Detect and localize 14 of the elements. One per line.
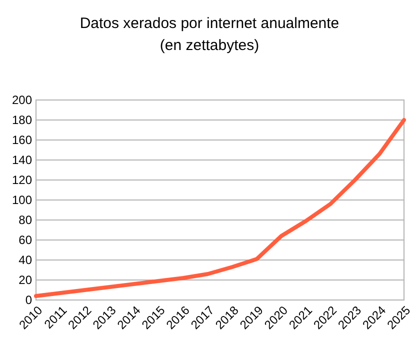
y-tick-label: 180 xyxy=(12,113,32,128)
y-tick-label: 100 xyxy=(12,193,32,208)
y-tick-label: 200 xyxy=(12,93,32,108)
chart-subtitle: (en zettabytes) xyxy=(160,37,260,54)
y-tick-label: 140 xyxy=(12,153,32,168)
y-tick-label: 120 xyxy=(12,173,32,188)
y-tick-label: 0 xyxy=(25,293,32,308)
y-tick-label: 80 xyxy=(18,213,32,228)
y-tick-label: 60 xyxy=(18,233,32,248)
line-series xyxy=(34,118,406,298)
y-tick-label: 20 xyxy=(18,273,32,288)
chart-title: Datos xerados por internet anualmente xyxy=(80,15,340,32)
y-tick-label: 160 xyxy=(12,133,32,148)
y-tick-label: 40 xyxy=(18,253,32,268)
